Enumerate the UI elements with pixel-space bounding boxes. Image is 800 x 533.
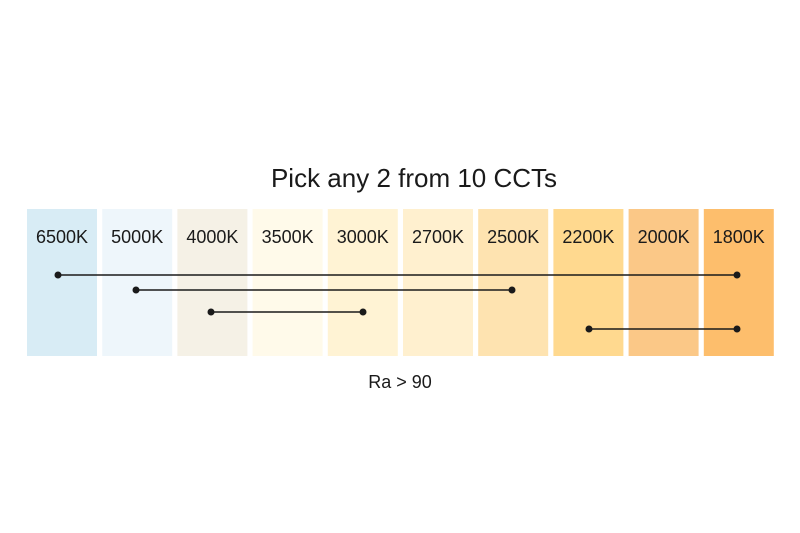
cct-label: 5000K <box>111 227 163 247</box>
cct-label: 3000K <box>337 227 389 247</box>
swatch <box>327 209 398 356</box>
cct-label: 2500K <box>487 227 539 247</box>
title: Pick any 2 from 10 CCTs <box>271 163 557 193</box>
cct-label: 1800K <box>713 227 765 247</box>
swatch <box>403 209 473 356</box>
pairings <box>54 271 741 333</box>
swatch <box>102 209 173 356</box>
cct-label: 3500K <box>262 227 314 247</box>
footnote: Ra > 90 <box>368 372 432 392</box>
pair-dot <box>508 286 516 294</box>
cct-label: 2200K <box>562 227 614 247</box>
swatch <box>628 209 699 356</box>
cct-label: 4000K <box>186 227 238 247</box>
swatch <box>252 209 323 356</box>
cct-label: 2700K <box>412 227 464 247</box>
cct-label: 6500K <box>36 227 88 247</box>
swatch <box>177 209 248 356</box>
pair-dot <box>54 271 62 279</box>
pair-dot <box>585 325 593 333</box>
swatch <box>27 209 97 356</box>
pair-dot <box>359 308 367 316</box>
cct-label: 2000K <box>638 227 690 247</box>
pair-dot <box>207 308 215 316</box>
swatch <box>478 209 549 356</box>
pair-dot <box>733 271 741 279</box>
pair-dot <box>733 325 741 333</box>
pair-dot <box>132 286 140 294</box>
